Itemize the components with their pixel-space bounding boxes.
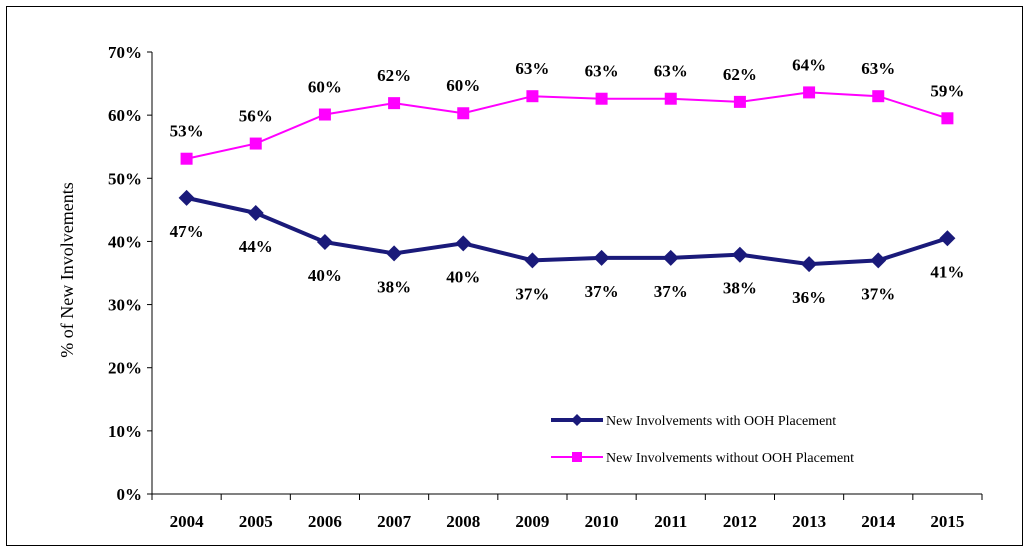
x-tick-label: 2012 (723, 512, 757, 531)
y-tick-label: 70% (108, 43, 142, 62)
data-label-with-ooh: 40% (446, 267, 480, 286)
point-with-ooh (662, 249, 679, 266)
point-with-ooh (801, 256, 818, 273)
x-tick-label: 2013 (792, 512, 826, 531)
x-tick-label: 2005 (239, 512, 273, 531)
point-without-ooh (457, 107, 470, 120)
point-without-ooh (388, 97, 401, 110)
legend-marker-diamond (571, 414, 583, 426)
x-tick-label: 2015 (930, 512, 964, 531)
data-label-with-ooh: 37% (654, 282, 688, 301)
data-label-without-ooh: 63% (861, 59, 895, 78)
data-label-without-ooh: 63% (585, 62, 619, 81)
point-with-ooh (593, 249, 610, 266)
data-label-with-ooh: 37% (861, 284, 895, 303)
x-tick-label: 2004 (170, 512, 205, 531)
legend-label: New Involvements without OOH Placement (606, 451, 854, 466)
x-tick-label: 2009 (515, 512, 549, 531)
series-line-without-ooh (186, 91, 948, 160)
data-label-without-ooh: 63% (515, 59, 549, 78)
point-without-ooh (872, 90, 885, 103)
y-tick-label: 20% (108, 359, 142, 378)
data-label-without-ooh: 60% (308, 78, 342, 97)
y-tick-label: 30% (108, 296, 142, 315)
data-label-with-ooh: 37% (515, 284, 549, 303)
y-tick-label: 10% (108, 422, 142, 441)
data-label-without-ooh: 60% (446, 76, 480, 95)
data-label-without-ooh: 56% (239, 107, 273, 126)
point-without-ooh (180, 152, 193, 165)
data-label-without-ooh: 59% (930, 81, 964, 100)
point-with-ooh (386, 245, 403, 262)
y-axis-label: % of New Involvements (57, 182, 77, 357)
data-label-with-ooh: 41% (930, 262, 964, 281)
point-without-ooh (733, 95, 746, 108)
point-with-ooh (939, 230, 956, 247)
data-label-with-ooh: 37% (585, 282, 619, 301)
data-label-with-ooh: 38% (377, 277, 411, 296)
data-label-without-ooh: 62% (377, 66, 411, 85)
point-without-ooh (526, 90, 539, 103)
point-with-ooh (731, 246, 748, 263)
data-label-without-ooh: 53% (170, 122, 204, 141)
point-with-ooh (247, 205, 264, 222)
x-tick-label: 2008 (446, 512, 480, 531)
point-without-ooh (318, 108, 331, 121)
data-labels: 47% 44% 40% 38% 40% 37% 37% 37% 38% 36% 37% 41% 53% 5… (170, 55, 965, 307)
point-with-ooh (178, 189, 195, 206)
point-without-ooh (941, 112, 954, 125)
point-without-ooh (664, 92, 677, 105)
data-label-with-ooh: 38% (723, 279, 757, 298)
legend-marker-square (572, 452, 582, 462)
x-tick-label: 2006 (308, 512, 342, 531)
point-with-ooh (316, 234, 333, 251)
data-label-without-ooh: 63% (654, 62, 688, 81)
data-label-without-ooh: 62% (723, 65, 757, 84)
y-tick-label: 60% (108, 106, 142, 125)
y-tick-label: 0% (117, 485, 143, 504)
x-tick-label: 2011 (654, 512, 687, 531)
legend-label: New Involvements with OOH Placement (606, 414, 836, 429)
y-tick-label: 40% (108, 232, 142, 251)
point-with-ooh (455, 235, 472, 252)
chart-frame (6, 6, 1023, 546)
point-without-ooh (249, 137, 262, 150)
data-label-with-ooh: 40% (308, 266, 342, 285)
point-with-ooh (870, 252, 887, 269)
y-tick-label: 50% (108, 169, 142, 188)
axes: 0% 10% 20% 30% 40% 50% 60% 70% 2004 2005 2006 2007 2… (108, 43, 983, 531)
point-without-ooh (595, 92, 608, 105)
series-layer (178, 86, 956, 273)
data-label-without-ooh: 64% (792, 55, 826, 74)
data-label-with-ooh: 44% (239, 237, 273, 256)
point-with-ooh (524, 252, 541, 269)
data-label-with-ooh: 36% (792, 288, 826, 307)
x-tick-label: 2010 (585, 512, 619, 531)
x-tick-label: 2007 (377, 512, 412, 531)
point-without-ooh (803, 86, 816, 99)
series-line-with-ooh (186, 195, 949, 267)
data-label-with-ooh: 47% (170, 222, 204, 241)
x-tick-label: 2014 (861, 512, 896, 531)
legend: New Involvements with OOH Placement New I… (551, 414, 854, 466)
